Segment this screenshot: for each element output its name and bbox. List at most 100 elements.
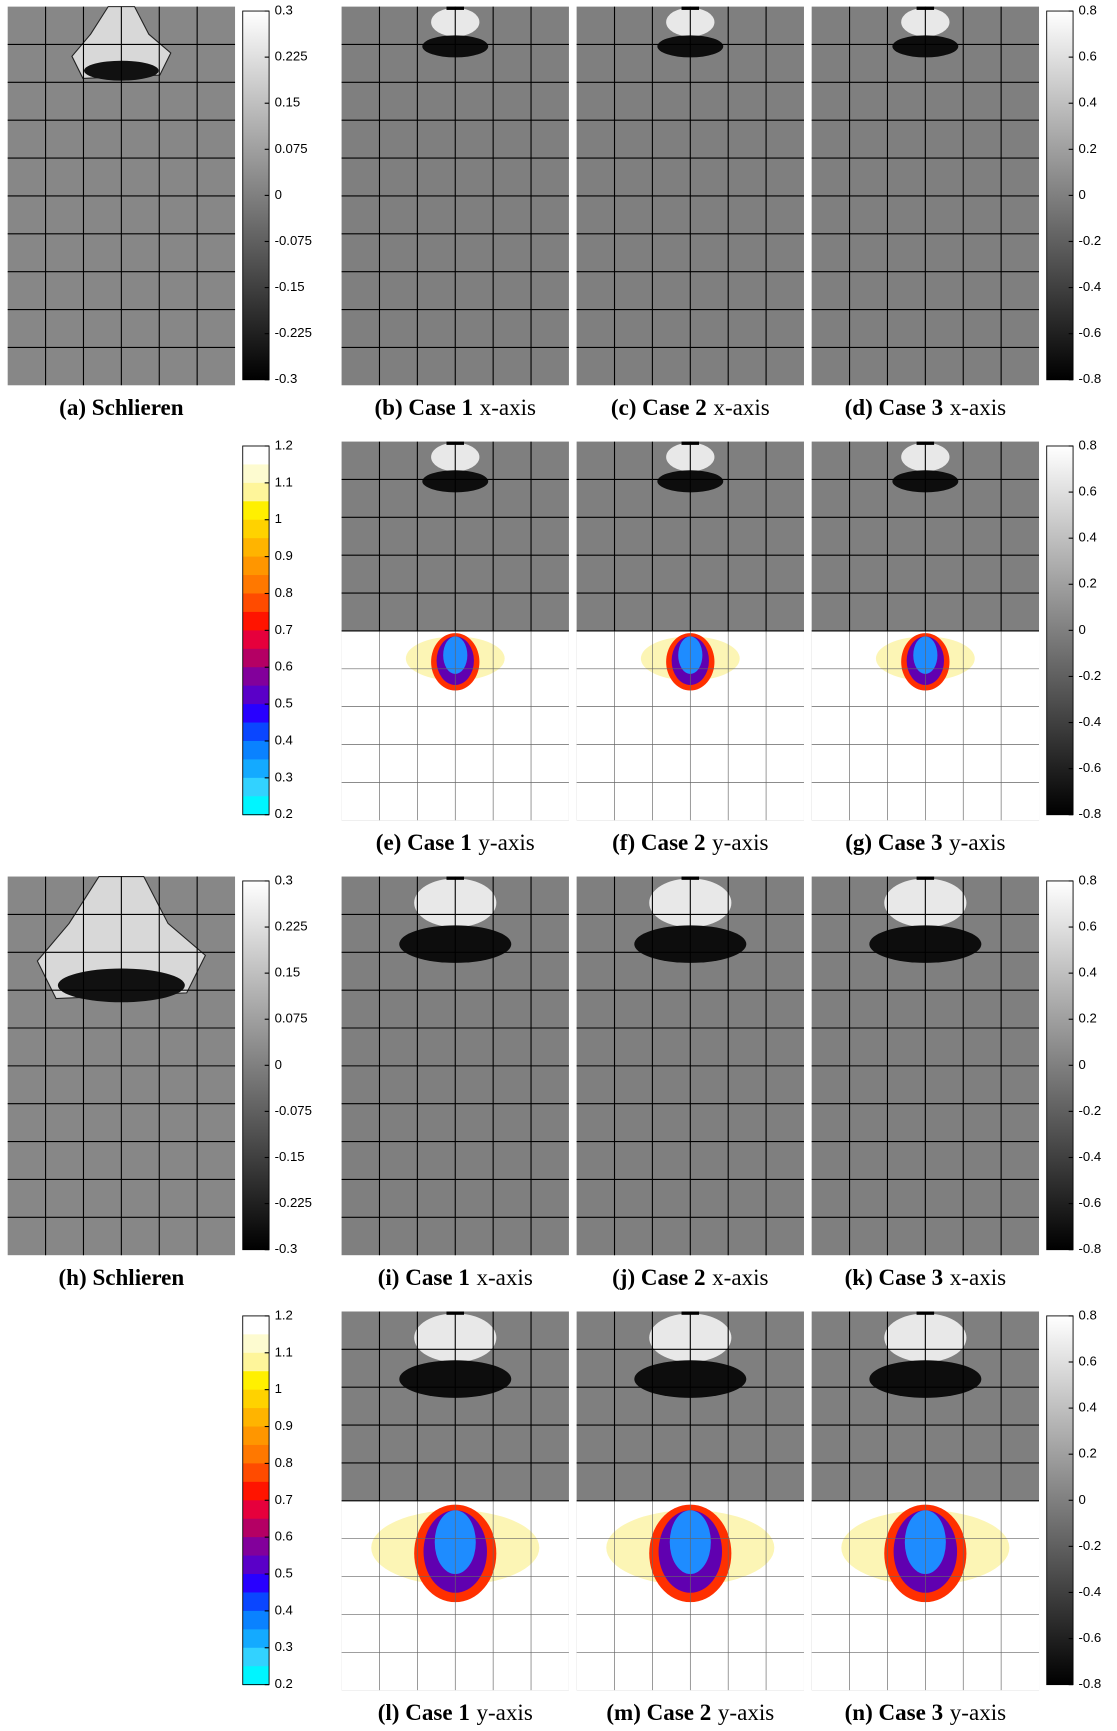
colorbar-label: 0.2 xyxy=(1079,141,1097,156)
colorbar-step xyxy=(242,777,270,797)
colorbar-step xyxy=(242,464,270,484)
colorbar-step xyxy=(242,1555,270,1575)
colorbar-label: -0.15 xyxy=(275,1149,305,1164)
caption-bold: (f) Case 2 xyxy=(612,830,705,856)
colorbar-step xyxy=(242,1352,270,1372)
colorbar-label: 0.225 xyxy=(275,919,308,934)
colorbar-label: -0.2 xyxy=(1079,233,1102,248)
colorbar-step xyxy=(242,1537,270,1557)
colorbar-step xyxy=(242,1518,270,1538)
colorbar-label: -0.075 xyxy=(275,1103,312,1118)
caption: (e) Case 1 y-axis xyxy=(376,830,535,856)
colorbar-step xyxy=(242,538,270,558)
colorbar-label: 0.4 xyxy=(1079,965,1097,980)
image-panel xyxy=(341,6,569,386)
colorbar-label: 0.6 xyxy=(275,659,293,674)
colorbar: 1.2 1.1 1 0.9 0.8 0.7 0.6 0.5 0.4 0.3 0.2 xyxy=(242,437,293,821)
colorbar: 0.3 0.225 0.15 0.075 0 -0.075 -0.15 -0.225 -0.3 xyxy=(242,3,312,386)
image-panel xyxy=(576,876,804,1256)
colorbar-label: 0 xyxy=(1079,187,1086,202)
colorbar-label: -0.2 xyxy=(1079,1538,1102,1553)
colorbar-label: 0 xyxy=(1079,622,1086,637)
colorbar-label: 0.6 xyxy=(1079,49,1097,64)
colorbar-step xyxy=(242,1426,270,1446)
colorbar-label: 1 xyxy=(275,1381,282,1396)
colorbar-label: -0.6 xyxy=(1079,1195,1102,1210)
colorbar-label: -0.6 xyxy=(1079,1630,1102,1645)
colorbar-label: 0.9 xyxy=(275,548,293,563)
caption: (l) Case 1 y-axis xyxy=(378,1700,533,1726)
colorbar-label: 1.1 xyxy=(275,474,293,489)
colorbar-label: 0.8 xyxy=(275,585,293,600)
colorbar-label: -0.3 xyxy=(275,371,298,386)
colorbar-step xyxy=(242,1481,270,1501)
colorbar-label: 0 xyxy=(1079,1057,1086,1072)
caption: (j) Case 2 x-axis xyxy=(612,1265,768,1291)
colorbar-label: -0.075 xyxy=(275,233,312,248)
caption-bold: (e) Case 1 xyxy=(376,830,472,856)
colorbar-step xyxy=(242,1334,270,1354)
caption-normal: x-axis xyxy=(950,1265,1006,1291)
image-panel xyxy=(7,6,236,386)
caption: (n) Case 3 y-axis xyxy=(845,1700,1007,1726)
colorbar-step xyxy=(242,1610,270,1630)
colorbar-label: 0.7 xyxy=(275,622,293,637)
caption-bold: (i) Case 1 xyxy=(378,1265,470,1291)
colorbar-label: -0.4 xyxy=(1079,279,1102,294)
colorbar-step xyxy=(242,1463,270,1483)
caption-normal: y-axis xyxy=(712,830,768,856)
colorbar-label: 0.8 xyxy=(1079,437,1097,452)
colorbar-label: -0.6 xyxy=(1079,325,1102,340)
colorbar-step xyxy=(242,1629,270,1649)
colorbar-label: -0.6 xyxy=(1079,760,1102,775)
colorbar-label: -0.4 xyxy=(1079,714,1102,729)
colorbar-label: 1.2 xyxy=(275,1307,293,1322)
caption-bold: (c) Case 2 xyxy=(611,395,707,421)
image-panel xyxy=(811,6,1040,386)
colorbar-step xyxy=(242,1500,270,1520)
colorbar-label: 0 xyxy=(275,187,282,202)
colorbar-step xyxy=(242,685,270,705)
caption-normal: y-axis xyxy=(478,830,534,856)
colorbar-label: 0.4 xyxy=(275,732,293,747)
colorbar-label: 1.1 xyxy=(275,1344,293,1359)
colorbar-label: 0.2 xyxy=(275,806,293,821)
image-panel xyxy=(7,875,236,1256)
colorbar-step xyxy=(242,1408,270,1428)
colorbar-label: -0.8 xyxy=(1079,806,1102,821)
image-panel xyxy=(811,876,1040,1256)
colorbar-label: 0.2 xyxy=(1079,576,1097,591)
caption: (i) Case 1 x-axis xyxy=(378,1265,533,1291)
colorbar-label: 0.3 xyxy=(275,1639,293,1654)
colorbar-label: 0.4 xyxy=(1079,530,1097,545)
colorbar-label: 0.4 xyxy=(1079,95,1097,110)
colorbar-label: 0 xyxy=(1079,1492,1086,1507)
colorbar-step xyxy=(242,1371,270,1391)
caption-bold: (g) Case 3 xyxy=(845,830,942,856)
colorbar-label: 0.3 xyxy=(275,872,293,887)
colorbar-step xyxy=(242,759,270,779)
colorbar-label: 0.9 xyxy=(275,1418,293,1433)
caption: (g) Case 3 y-axis xyxy=(845,830,1005,856)
caption-bold: (j) Case 2 xyxy=(612,1265,705,1291)
image-panel xyxy=(811,1311,1040,1691)
caption-normal: y-axis xyxy=(949,830,1005,856)
colorbar-label: 1 xyxy=(275,511,282,526)
caption-bold: (l) Case 1 xyxy=(378,1700,470,1726)
colorbar-label: 0.8 xyxy=(1079,3,1097,18)
colorbar-step xyxy=(242,796,270,816)
colorbar-label: 0.6 xyxy=(1079,484,1097,499)
colorbar-label: 0.6 xyxy=(275,1529,293,1544)
colorbar-label: 0.5 xyxy=(275,1565,293,1580)
colorbar-label: 0.5 xyxy=(275,696,293,711)
caption-normal: x-axis xyxy=(713,395,769,421)
caption: (f) Case 2 y-axis xyxy=(612,830,768,856)
colorbar-step xyxy=(242,1315,270,1335)
caption: (h) Schlieren xyxy=(59,1265,185,1291)
caption-normal: x-axis xyxy=(476,1265,532,1291)
caption-normal: x-axis xyxy=(712,1265,768,1291)
colorbar-label: -0.4 xyxy=(1079,1149,1102,1164)
colorbar-label: 0.225 xyxy=(275,49,308,64)
colorbar-step xyxy=(242,1444,270,1464)
